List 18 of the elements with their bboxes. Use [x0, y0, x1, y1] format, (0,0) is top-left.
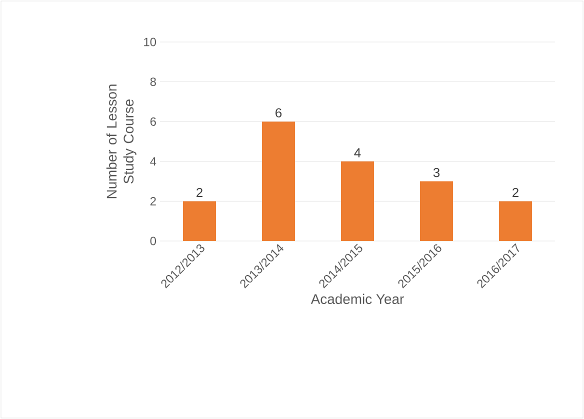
y-tick-label: 6 — [150, 117, 156, 126]
y-tick-label: 0 — [150, 236, 156, 246]
bar — [262, 122, 295, 241]
y-tick-label: 10 — [144, 38, 156, 46]
y-tick-label: 4 — [150, 157, 156, 166]
y-tick-label: 2 — [150, 197, 156, 206]
data-label: 3 — [433, 168, 440, 178]
data-label: 4 — [354, 148, 361, 158]
bar — [499, 201, 532, 241]
y-tick-label: 8 — [150, 78, 156, 86]
data-label: 2 — [196, 188, 202, 198]
x-axis-title: Academic Year — [310, 294, 404, 304]
bar — [420, 181, 453, 241]
data-label: 2 — [512, 188, 518, 198]
data-label: 6 — [276, 108, 282, 118]
bar — [341, 161, 374, 241]
y-axis-title: Number of Lesson Study Course — [106, 84, 136, 198]
bar — [183, 201, 216, 241]
